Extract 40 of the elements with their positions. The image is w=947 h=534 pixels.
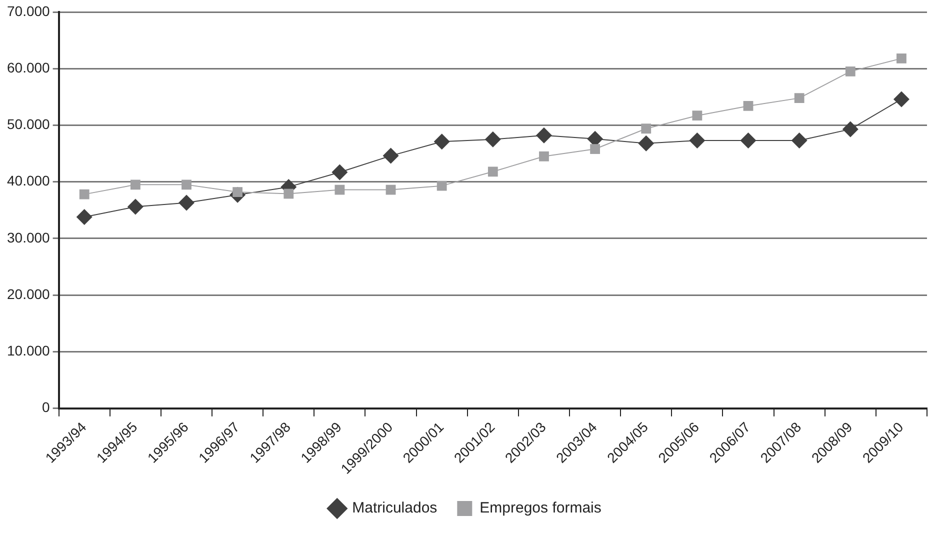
y-tick-label: 50.000 <box>6 116 50 132</box>
point <box>743 101 754 111</box>
legend-label: Empregos formais <box>480 500 602 517</box>
point <box>893 91 910 108</box>
point <box>536 127 552 144</box>
point <box>539 151 549 162</box>
point <box>692 110 702 121</box>
point <box>794 93 804 104</box>
point <box>488 166 498 177</box>
point <box>845 66 856 76</box>
point <box>178 194 194 211</box>
point <box>484 131 501 148</box>
point <box>638 135 654 152</box>
point <box>284 188 294 199</box>
point <box>130 180 140 190</box>
point <box>79 189 90 200</box>
point <box>740 132 756 149</box>
y-tick-label: 40.000 <box>6 172 50 189</box>
point <box>127 198 144 215</box>
legend-label: Matriculados <box>352 500 438 517</box>
point <box>791 132 808 149</box>
point <box>641 124 652 134</box>
y-tick-label: 10.000 <box>6 342 50 359</box>
point <box>76 208 92 225</box>
y-tick-label: 0 <box>42 399 50 416</box>
y-tick-label: 70.000 <box>6 2 50 19</box>
point <box>182 180 192 190</box>
point <box>436 180 447 191</box>
y-tick-label: 30.000 <box>6 229 50 246</box>
point <box>334 184 345 195</box>
point <box>382 148 399 164</box>
point <box>590 144 600 154</box>
point <box>434 134 450 150</box>
point <box>386 184 396 195</box>
point <box>332 164 348 180</box>
point <box>842 121 858 138</box>
y-tick-label: 20.000 <box>6 286 50 302</box>
y-tick-label: 60.000 <box>6 59 50 76</box>
point <box>896 53 906 64</box>
point <box>689 132 706 149</box>
